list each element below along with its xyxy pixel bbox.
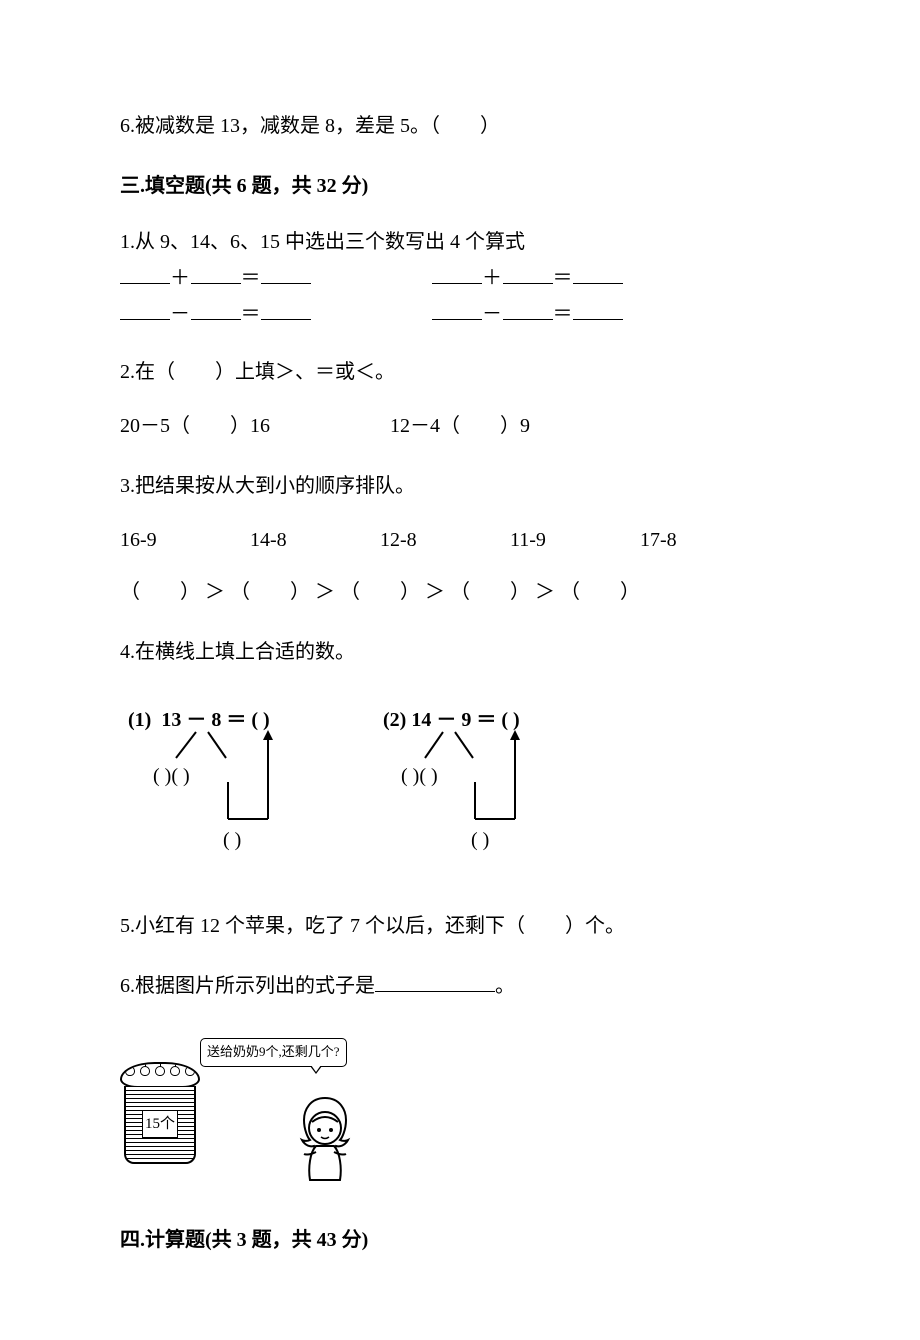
q-text: 把结果按从大到小的顺序排队。 xyxy=(135,475,415,497)
fill-q2: 2.在（ ）上填＞、＝或＜。 xyxy=(120,356,800,388)
q-text: 从 9、14、6、15 中选出三个数写出 4 个算式 xyxy=(135,231,525,253)
expr: 12-8 xyxy=(380,524,505,556)
q-number: 5. xyxy=(120,915,135,937)
expr1a: 20－5（ xyxy=(120,415,190,437)
expr: 14-8 xyxy=(250,524,375,556)
q-number: 2. xyxy=(120,361,135,383)
tf-question-6: 6.被减数是 13，减数是 8，差是 5。（ ） xyxy=(120,110,800,142)
q-number: 3. xyxy=(120,475,135,497)
gt: ＞ xyxy=(535,576,555,608)
blank[interactable] xyxy=(503,319,553,320)
fill-q1-row2: －＝ －＝ xyxy=(120,298,800,330)
fill-q6-illustration: 15个 送给奶奶9个,还剩几个? xyxy=(120,1038,380,1188)
basket-count-label: 15个 xyxy=(142,1110,178,1138)
paren-open: （ xyxy=(340,576,360,608)
blank[interactable] xyxy=(261,319,311,320)
paren-pair[interactable]: ( )( ) xyxy=(401,765,438,787)
blank[interactable] xyxy=(261,283,311,284)
expr1b: ）16 xyxy=(230,415,270,437)
expr: 17-8 xyxy=(640,524,765,556)
period: 。 xyxy=(495,975,515,997)
bottom-paren[interactable]: ( ) xyxy=(223,824,241,856)
diagram-2: (2) 14 － 9 ＝ ( ) ( )( ) ( ) xyxy=(383,704,633,874)
fill-q1-row1: ＋＝ ＋＝ xyxy=(120,262,800,294)
fill-q5: 5.小红有 12 个苹果，吃了 7 个以后，还剩下（ ）个。 xyxy=(120,910,800,942)
split-parens: ( )( ) xyxy=(401,760,438,792)
fill-q1: 1.从 9、14、6、15 中选出三个数写出 4 个算式 xyxy=(120,226,800,258)
blank[interactable] xyxy=(191,319,241,320)
girl-icon xyxy=(290,1090,360,1180)
blank[interactable] xyxy=(573,283,623,284)
q-text-b: ）个。 xyxy=(565,915,625,937)
paren-close: ） xyxy=(620,576,640,608)
section-3-header: 三.填空题(共 6 题，共 32 分) xyxy=(120,170,800,202)
q-text: 根据图片所示列出的式子是 xyxy=(135,975,375,997)
fill-q3-exprs: 16-9 14-8 12-8 11-9 17-8 xyxy=(120,524,800,556)
q-text-a: 小红有 12 个苹果，吃了 7 个以后，还剩下（ xyxy=(135,915,525,937)
paren-open: （ xyxy=(120,576,140,608)
section-4-header: 四.计算题(共 3 题，共 43 分) xyxy=(120,1224,800,1256)
split-parens: ( )( ) xyxy=(153,760,190,792)
paren-open: （ xyxy=(230,576,250,608)
basket-body: 15个 xyxy=(124,1086,196,1164)
fill-q3: 3.把结果按从大到小的顺序排队。 xyxy=(120,470,800,502)
diagram-1: (1) 13 － 8 ＝ ( ) ( )( ) ( ) xyxy=(128,704,378,874)
basket-icon: 15个 xyxy=(120,1062,200,1167)
paren-close: ） xyxy=(180,576,200,608)
q-text: 被减数是 13，减数是 8，差是 5。（ xyxy=(135,115,440,137)
q-number: 4. xyxy=(120,641,135,663)
expr: 11-9 xyxy=(510,524,635,556)
blank[interactable] xyxy=(432,283,482,284)
paren-close: ） xyxy=(290,576,310,608)
bottom-paren[interactable]: ( ) xyxy=(471,824,489,856)
blank[interactable] xyxy=(432,319,482,320)
q-text-b: ）上填＞、＝或＜。 xyxy=(215,361,395,383)
expr: 16-9 xyxy=(120,524,245,556)
paren-open: （ xyxy=(450,576,470,608)
paren-close: ） xyxy=(510,576,530,608)
q-number: 6. xyxy=(120,115,135,137)
q-number: 6. xyxy=(120,975,135,997)
blank[interactable] xyxy=(573,319,623,320)
basket-top xyxy=(120,1062,200,1088)
fill-q6: 6.根据图片所示列出的式子是 。 xyxy=(120,970,800,1002)
gt: ＞ xyxy=(205,576,225,608)
paren-pair[interactable]: ( )( ) xyxy=(153,765,190,787)
answer-blank[interactable] xyxy=(375,991,495,992)
fill-q4: 4.在横线上填上合适的数。 xyxy=(120,636,800,668)
fill-q4-diagrams: (1) 13 － 8 ＝ ( ) ( )( ) ( ) (2) 14 － 9 ＝… xyxy=(128,704,800,874)
fill-q3-order: （ ） ＞ （ ） ＞ （ ） ＞ （ ） ＞ （ ） xyxy=(120,576,800,608)
expr2a: 12－4（ xyxy=(390,415,460,437)
gt: ＞ xyxy=(425,576,445,608)
blank[interactable] xyxy=(120,283,170,284)
blank[interactable] xyxy=(120,319,170,320)
q-close: ） xyxy=(480,115,500,137)
q-number: 1. xyxy=(120,231,135,253)
blank[interactable] xyxy=(503,283,553,284)
paren-open: （ xyxy=(560,576,580,608)
speech-bubble: 送给奶奶9个,还剩几个? xyxy=(200,1038,347,1067)
q-text: 在横线上填上合适的数。 xyxy=(135,641,355,663)
paren-close: ） xyxy=(400,576,420,608)
gt: ＞ xyxy=(315,576,335,608)
expr2b: ）9 xyxy=(500,415,530,437)
fill-q2-exprs: 20－5（ ）16 12－4（ ）9 xyxy=(120,410,800,442)
blank[interactable] xyxy=(191,283,241,284)
q-text-a: 在（ xyxy=(135,361,175,383)
